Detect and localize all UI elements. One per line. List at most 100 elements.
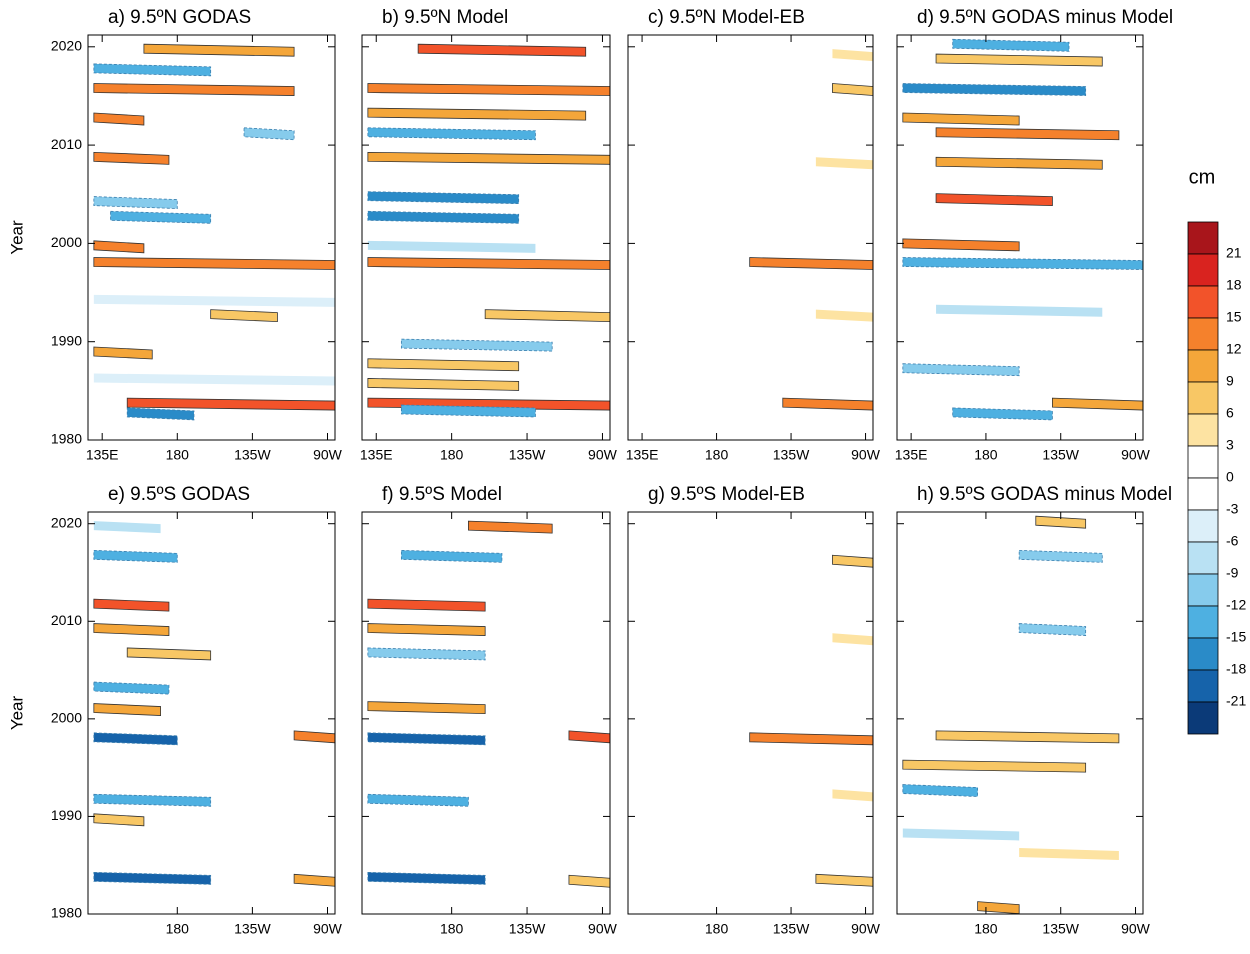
x-tick-label: 90W <box>588 921 618 937</box>
colorbar-box <box>1187 701 1219 735</box>
anomaly-band <box>400 549 503 563</box>
colorbar-label: 6 <box>1226 405 1234 421</box>
anomaly-band <box>977 901 1020 914</box>
anomaly-band <box>110 210 212 224</box>
colorbar-label: -21 <box>1226 693 1246 709</box>
colorbar-box <box>1187 413 1219 447</box>
anomaly-band <box>93 871 212 885</box>
anomaly-band <box>93 346 153 360</box>
anomaly-band <box>367 647 486 661</box>
anomaly-band <box>902 363 1020 377</box>
x-tick-label: 135E <box>360 447 393 463</box>
colorbar-label: -6 <box>1226 533 1239 549</box>
x-tick-label: 135E <box>895 447 928 463</box>
y-tick-label: 2010 <box>51 612 82 628</box>
panel-frame <box>896 511 1144 915</box>
anomaly-band <box>936 304 1103 317</box>
panel-frame <box>627 34 874 441</box>
panel-frame <box>87 511 336 915</box>
field <box>902 515 1120 914</box>
y-tick-label: 1980 <box>51 431 82 447</box>
anomaly-band <box>93 703 161 716</box>
field <box>93 43 335 421</box>
colorbar-box <box>1187 285 1219 319</box>
anomaly-band <box>367 760 586 773</box>
anomaly-band <box>815 309 873 322</box>
anomaly-band <box>902 83 1087 96</box>
y-axis-label: Year <box>7 695 26 730</box>
anomaly-band <box>1052 397 1143 411</box>
anomaly-band <box>902 257 1143 270</box>
colorbar-box <box>1187 509 1219 543</box>
panel-title: b) 9.5ºN Model <box>382 7 508 28</box>
anomaly-band <box>367 191 520 205</box>
colorbar-label: 12 <box>1226 341 1242 357</box>
anomaly-band <box>952 407 1053 421</box>
x-tick-label: 135W <box>234 921 271 937</box>
panel-frame <box>896 34 1144 441</box>
y-tick-label: 1990 <box>51 807 82 823</box>
colorbar-label: 3 <box>1226 437 1234 453</box>
anomaly-band <box>93 681 170 695</box>
anomaly-band <box>93 521 161 534</box>
colorbar-box <box>1187 253 1219 287</box>
panel-title: h) 9.5ºS GODAS minus Model <box>917 484 1172 505</box>
anomaly-band <box>1019 847 1119 860</box>
anomaly-band <box>367 701 486 715</box>
anomaly-band <box>832 83 873 96</box>
anomaly-band <box>902 238 1020 252</box>
anomaly-band <box>367 210 520 224</box>
y-tick-label: 2010 <box>51 136 82 152</box>
x-tick-label: 180 <box>974 921 998 937</box>
x-tick-label: 180 <box>705 921 729 937</box>
anomaly-band <box>749 257 873 270</box>
anomaly-band <box>93 373 335 386</box>
y-tick-label: 1990 <box>51 332 82 348</box>
anomaly-band <box>293 730 335 744</box>
colorbar-label: -9 <box>1226 565 1239 581</box>
anomaly-band <box>400 338 553 352</box>
panel-title: c) 9.5ºN Model-EB <box>648 7 805 28</box>
anomaly-band <box>568 874 610 888</box>
y-tick-label: 2020 <box>51 37 82 53</box>
anomaly-band <box>935 730 1120 744</box>
panel-title: g) 9.5ºS Model-EB <box>648 484 805 505</box>
x-tick-label: 135W <box>1042 447 1079 463</box>
panel-title: d) 9.5ºN GODAS minus Model <box>917 7 1173 28</box>
anomaly-band <box>1035 515 1087 529</box>
colorbar-label: cm <box>1189 166 1216 188</box>
colorbar-box <box>1187 573 1219 607</box>
anomaly-band <box>832 633 873 646</box>
colorbar-box <box>1187 605 1219 639</box>
anomaly-band <box>367 151 610 165</box>
anomaly-band <box>93 151 170 165</box>
anomaly-band <box>782 397 873 411</box>
colorbar-box <box>1187 349 1219 383</box>
colorbar-box <box>1187 445 1219 479</box>
anomaly-band <box>367 732 486 746</box>
anomaly-band <box>93 813 145 827</box>
anomaly-band <box>93 793 212 807</box>
x-tick-label: 180 <box>166 447 190 463</box>
anomaly-band <box>243 127 295 141</box>
panel-frame <box>361 511 611 915</box>
anomaly-band <box>935 53 1103 67</box>
anomaly-band <box>367 358 520 372</box>
panel-title: a) 9.5ºN GODAS <box>108 7 251 28</box>
x-tick-label: 180 <box>166 921 190 937</box>
y-axis-label: Year <box>7 220 26 255</box>
anomaly-band <box>210 309 278 323</box>
x-tick-label: 90W <box>588 447 618 463</box>
anomaly-band <box>260 564 335 577</box>
anomaly-band <box>93 598 170 612</box>
colorbar-label: -18 <box>1226 661 1246 677</box>
x-tick-label: 90W <box>851 447 881 463</box>
colorbar-box <box>1187 637 1219 671</box>
anomaly-band <box>815 157 873 170</box>
anomaly-band <box>93 240 145 254</box>
anomaly-band <box>935 127 1120 141</box>
field <box>93 521 335 887</box>
x-tick-label: 135E <box>86 447 119 463</box>
anomaly-band <box>143 43 295 57</box>
